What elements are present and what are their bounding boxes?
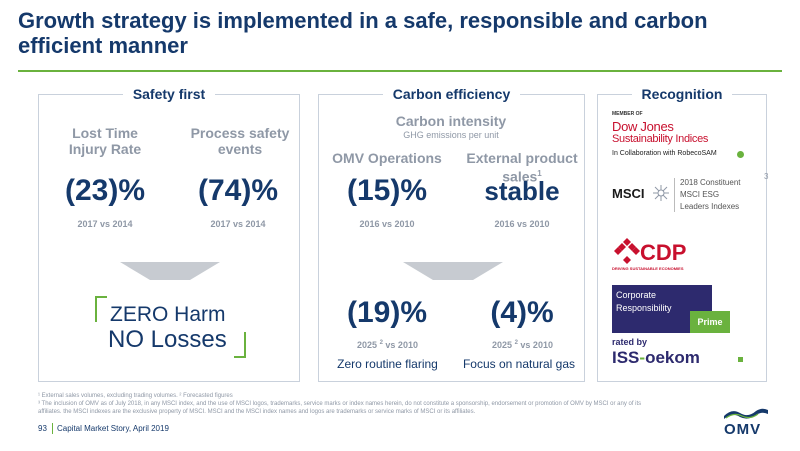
- footnote-2: ³ The inclusion of OMV as of July 2018, …: [38, 401, 642, 407]
- safety-panel: Safety first: [38, 86, 300, 382]
- ext-sup: 1: [537, 169, 542, 178]
- ext-period: 2016 vs 2010: [494, 219, 550, 229]
- msci-line2: MSCI ESG: [680, 190, 720, 199]
- page-number: 93: [38, 424, 47, 433]
- djsi-line1: Dow Jones: [612, 119, 674, 134]
- gas-desc: Focus on natural gas: [462, 357, 576, 371]
- no-losses-text: NO Losses: [108, 326, 227, 353]
- footnote-ref-3: 3: [764, 172, 769, 181]
- gas-period: 2025 2 vs 2010: [492, 340, 553, 350]
- flaring-desc: Zero routine flaring: [337, 357, 438, 371]
- ops-value: (15)%: [346, 174, 428, 207]
- footnote-3: affiliates. the MSCI indexes are the exc…: [38, 409, 476, 415]
- ops-label: OMV Operations: [332, 150, 442, 166]
- zero-harm-text: ZERO Harm: [110, 303, 226, 326]
- cr-line1: Corporate: [616, 290, 657, 300]
- flaring-value: (19)%: [346, 296, 428, 329]
- ops-period: 2016 vs 2010: [359, 219, 415, 229]
- footer-divider: [52, 423, 53, 434]
- pse-label: Process safety events: [190, 125, 290, 157]
- zero-bracket-right: [234, 332, 246, 358]
- omv-logo-icon: [724, 408, 768, 419]
- rated-by-text: rated by: [612, 337, 648, 347]
- carbon-arrow: [403, 262, 503, 280]
- pse-period: 2017 vs 2014: [210, 219, 266, 229]
- djsi-dot-icon: [737, 151, 744, 158]
- djsi-line3: In Collaboration with RobecoSAM: [612, 150, 717, 157]
- carbon-intensity-subtitle: GHG emissions per unit: [403, 130, 499, 140]
- iss-dot-icon: [738, 357, 743, 362]
- djsi-line2: Sustainability Indices: [612, 133, 709, 145]
- djsi-member-text: MEMBER OF: [612, 111, 643, 117]
- msci-divider: [674, 178, 675, 212]
- msci-logo-text: MSCI: [612, 186, 645, 201]
- msci-line3: Leaders Indexes: [680, 202, 740, 211]
- omv-logo-text: OMV: [724, 421, 762, 438]
- carbon-intensity-title: Carbon intensity: [395, 113, 507, 129]
- ext-value: stable: [484, 176, 560, 206]
- lti-label: Lost Time Injury Rate: [68, 125, 142, 157]
- zero-bracket-left: [95, 296, 107, 322]
- pse-value: (74)%: [197, 174, 279, 207]
- lti-value: (23)%: [64, 174, 146, 207]
- cdp-subtitle: DRIVING SUSTAINABLE ECONOMIES: [612, 266, 684, 271]
- recognition-header: Recognition: [598, 86, 766, 102]
- title-divider: [18, 70, 782, 72]
- msci-line1: 2018 Constituent: [680, 178, 741, 187]
- gas-value: (4)%: [490, 296, 554, 329]
- msci-star-icon: [653, 185, 669, 201]
- recognition-panel: Recognition: [597, 86, 767, 382]
- footnote-1: ¹ External sales volumes, excluding trad…: [38, 393, 233, 399]
- cr-prime-badge: Prime: [690, 311, 730, 333]
- flaring-period: 2025 2 vs 2010: [357, 340, 418, 350]
- safety-header: Safety first: [39, 86, 299, 102]
- carbon-panel: Carbon efficiency: [318, 86, 585, 382]
- iss-oekom-logo: ISS-oekom: [612, 348, 700, 367]
- carbon-header: Carbon efficiency: [319, 86, 584, 102]
- footer-text: Capital Market Story, April 2019: [57, 424, 169, 433]
- page-title: Growth strategy is implemented in a safe…: [18, 8, 708, 58]
- lti-period: 2017 vs 2014: [77, 219, 133, 229]
- cr-line2: Responsibility: [616, 303, 672, 313]
- cdp-logo-text: CDP: [640, 240, 687, 265]
- safety-arrow: [120, 262, 220, 280]
- ext-label: External product sales1: [466, 150, 578, 185]
- cdp-mark-icon: [614, 238, 640, 264]
